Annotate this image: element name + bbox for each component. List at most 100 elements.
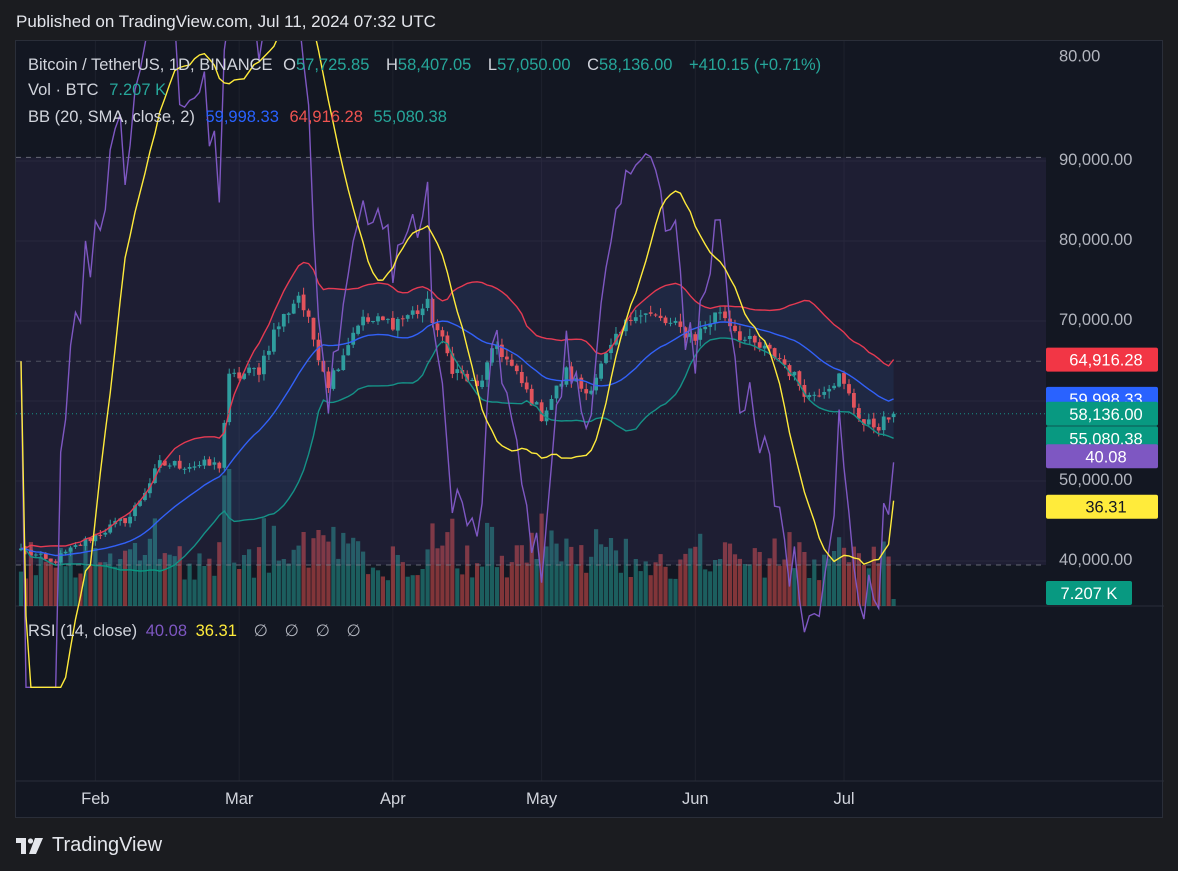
volume-bar	[460, 574, 465, 606]
volume-bar	[321, 535, 326, 606]
volume-bar	[757, 552, 762, 606]
chart-panel[interactable]: 90,000.00 80,000.00 70,000.00 50,000.00 40,0…	[15, 40, 1164, 819]
candle-body	[817, 395, 822, 397]
volume-bar	[276, 560, 281, 606]
volume-bar	[152, 518, 157, 606]
candle-body	[812, 394, 817, 396]
volume-bar	[192, 579, 197, 606]
candle-body	[425, 298, 430, 308]
volume-bar	[395, 555, 400, 606]
candle-body	[341, 355, 346, 370]
volume-bar	[18, 571, 24, 606]
volume-bar	[648, 575, 653, 606]
volume-bar	[172, 556, 177, 606]
candle-body	[311, 317, 316, 340]
candle-body	[589, 390, 594, 394]
candle-body	[301, 294, 306, 311]
candle-body	[455, 369, 460, 373]
volume-bar	[465, 545, 470, 606]
candle-body	[584, 389, 589, 394]
volume-label[interactable]: Vol · BTC	[28, 81, 99, 99]
candle-body	[143, 492, 147, 500]
hidden-value-4: ∅	[346, 622, 361, 640]
candle-body	[544, 410, 549, 422]
volume-bar	[787, 532, 792, 606]
volume-bar	[713, 560, 718, 606]
candle-body	[866, 419, 871, 425]
candle-body	[519, 372, 524, 384]
volume-bar	[128, 549, 133, 606]
time-axis-tick-may: May	[526, 790, 558, 808]
candle-body	[475, 380, 479, 386]
candle-body	[316, 339, 321, 361]
candle-body	[767, 344, 772, 349]
volume-bar	[608, 538, 614, 606]
volume-tag: 7.207 K	[1061, 585, 1118, 603]
candle-body	[633, 317, 638, 321]
volume-bar	[727, 543, 733, 606]
volume-bar	[83, 545, 88, 606]
chart-canvas[interactable]: 90,000.00 80,000.00 70,000.00 50,000.00 40,0…	[16, 41, 1164, 819]
volume-bar	[856, 553, 861, 606]
candle-body	[524, 382, 529, 390]
volume-bar	[475, 563, 480, 606]
time-axis-tick-mar: Mar	[225, 790, 254, 808]
candle-body	[182, 468, 187, 470]
rsi-tag-2-bg	[1046, 494, 1158, 519]
symbol-label[interactable]: Bitcoin / TetherUS, 1D, BINANCE	[28, 56, 273, 74]
candle-body	[336, 369, 341, 372]
volume-bar	[33, 575, 38, 606]
volume-bar	[326, 541, 331, 606]
candle-body	[832, 385, 836, 389]
volume-bar	[375, 570, 381, 606]
candle-body	[827, 388, 832, 392]
high-label: H	[385, 56, 398, 74]
candle-body	[752, 335, 757, 343]
candle-body	[703, 326, 708, 330]
candle-body	[118, 518, 123, 521]
candle-body	[529, 388, 534, 406]
candle-body	[415, 310, 420, 314]
volume-bar	[53, 567, 58, 606]
volume-bar	[420, 569, 425, 606]
volume-bar	[113, 566, 118, 606]
rsi-line	[20, 41, 895, 688]
volume-bar	[256, 547, 262, 606]
candle-body	[153, 468, 157, 483]
rsi-label[interactable]: RSI (14, close)	[28, 622, 138, 640]
volume-bar	[524, 562, 529, 606]
price-axis-tick-4: 50,000.00	[1059, 471, 1132, 489]
low-value: 57,050.00	[497, 56, 571, 74]
candle-body	[420, 308, 425, 316]
volume-bar	[589, 556, 594, 606]
rsi-tag-1-bg	[1046, 444, 1158, 469]
candle-body	[534, 402, 539, 405]
candle-body	[604, 353, 608, 363]
candle-body	[217, 462, 222, 469]
volume-bar	[440, 545, 445, 606]
footer-logo[interactable]: TradingView	[16, 834, 162, 857]
candle-body	[777, 358, 782, 360]
volume-bar	[63, 566, 68, 606]
candle-body	[162, 460, 167, 466]
candle-body	[688, 333, 693, 337]
volume-bar	[693, 546, 698, 606]
volume-bar	[331, 526, 336, 606]
volume-bar	[841, 547, 847, 606]
candle-body	[29, 549, 33, 556]
bb-label[interactable]: BB (20, SMA, close, 2)	[28, 108, 195, 126]
candle-body	[63, 551, 68, 554]
candle-body	[405, 315, 410, 319]
volume-bar	[673, 578, 678, 606]
volume-bar	[68, 549, 73, 606]
candle-body	[296, 295, 301, 303]
candle-body	[772, 348, 777, 359]
low-label: L	[487, 56, 498, 74]
volume-bar	[832, 551, 837, 606]
rsi-ma-line	[20, 41, 895, 688]
candle-body	[762, 345, 767, 349]
candle-body	[837, 373, 841, 387]
volume-bar	[504, 577, 509, 606]
hidden-value-1: ∅	[253, 622, 268, 640]
candle-body	[306, 310, 311, 317]
